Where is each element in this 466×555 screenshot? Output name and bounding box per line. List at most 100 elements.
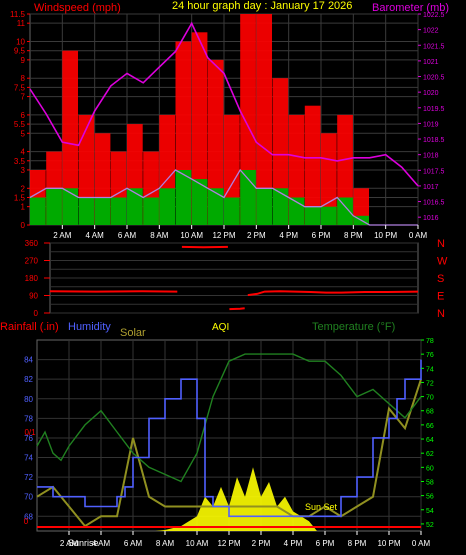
time-axis-bottom: 2 AM 4 AM 6 AM 8 AM 10 AM 12 PM 2 PM 4 PM 6 PM 8 …: [60, 531, 431, 548]
humidity-tick-label: 80: [24, 395, 33, 404]
temperature-label: Temperature (°F): [312, 321, 395, 333]
wind-gust-bar: [288, 114, 305, 225]
time-label: 0 AM: [412, 539, 431, 548]
wind-speed-bar: [337, 197, 353, 225]
barometer-tick-label: 1021.5: [423, 43, 445, 50]
wind-gust-bar: [256, 14, 272, 225]
time-label: 8 AM: [156, 539, 175, 548]
humidity-tick-label: 76: [24, 434, 33, 443]
barometer-tick-label: 1022: [423, 28, 439, 35]
humidity-tick-label: 68: [24, 512, 33, 521]
windspeed-tick-label: 5: [21, 129, 26, 138]
wind-speed-bar: [191, 179, 208, 225]
windspeed-tick-label: 0: [21, 221, 26, 230]
humidity-tick-label: 82: [24, 375, 33, 384]
wind-gust-bar: [207, 59, 224, 226]
barometer-tick-label: 1019: [423, 121, 439, 128]
barometer-line: [29, 21, 419, 187]
windspeed-tick-label: 11: [17, 19, 26, 28]
barometer-tick-label: 1018: [423, 153, 439, 160]
windspeed-tick-label: 3.5: [14, 157, 26, 166]
temperature-tick-label: 72: [426, 380, 434, 387]
direction-tick-label: 0: [34, 309, 39, 318]
wind-speed-bar: [272, 188, 289, 225]
windspeed-tick-label: 3: [21, 166, 26, 175]
wind-speed-bar: [143, 197, 159, 225]
temperature-tick-label: 64: [426, 437, 434, 444]
time-label: 4 AM: [86, 231, 105, 240]
barometer-tick-label: 1018.5: [423, 137, 445, 144]
barometer-tick-label: 1017: [423, 184, 439, 191]
wind-gust-bar: [337, 114, 353, 225]
barometer-tick-label: 1020.5: [423, 75, 445, 82]
time-label: 10 AM: [186, 539, 209, 548]
wind-gust-bar: [191, 32, 208, 225]
barometer-tick-label: 1022.5: [423, 12, 445, 19]
time-label: 10 PM: [377, 539, 400, 548]
wind-speed-bar: [46, 188, 62, 225]
wind-average-line: [29, 168, 418, 226]
time-label: 4 PM: [284, 539, 303, 548]
time-label: 2 PM: [247, 231, 266, 240]
windspeed-tick-label: 8: [21, 74, 26, 83]
windspeed-tick-label: 2: [21, 184, 26, 193]
rain-tick-label: 0/1: [24, 428, 36, 437]
wind-lines: [29, 21, 419, 226]
time-label: 0 AM: [409, 231, 428, 240]
time-label: 8 AM: [150, 231, 169, 240]
barometer-tick-label: 1016: [423, 215, 439, 222]
time-label: 8 PM: [348, 539, 367, 548]
barometer-tick-label: 1016.5: [423, 200, 445, 207]
rainfall-label: Rainfall (.in): [0, 321, 59, 333]
wind-gust-bar: [62, 50, 78, 226]
windspeed-axis-label: Windspeed (mph): [34, 2, 121, 14]
barometer-tick-label: 1017.5: [423, 168, 445, 175]
rainfall-scale: 0 0/1: [24, 428, 36, 526]
temperature-tick-label: 76: [426, 352, 434, 359]
humidity-tick-label: 70: [24, 493, 33, 502]
temperature-tick-label: 70: [426, 395, 434, 402]
windspeed-tick-label: 11.5: [10, 10, 26, 19]
temperature-tick-label: 54: [426, 508, 434, 515]
windspeed-tick-label: 7.5: [14, 83, 26, 92]
time-axis-top: 2 AM 4 AM 6 AM 8 AM 10 AM 12 PM 2 PM 4 PM 6 PM 8 …: [53, 225, 427, 240]
wind-speed-bar: [94, 197, 111, 225]
humidity-ticks: 68 70 72 74 76 78 80 82 84: [24, 356, 33, 522]
time-label: 4 PM: [279, 231, 298, 240]
wind-speed-bar: [127, 188, 143, 225]
windspeed-tick-label: 1: [21, 203, 26, 212]
barometer-tick-label: 1020: [423, 90, 439, 97]
windspeed-tick-label: 9: [21, 56, 26, 65]
temperature-tick-label: 52: [426, 522, 434, 529]
temperature-tick-label: 66: [426, 423, 434, 430]
compass-label: S: [437, 273, 444, 285]
wind-speed-bar: [304, 206, 321, 225]
temperature-tick-label: 68: [426, 409, 434, 416]
temperature-tick-label: 60: [426, 465, 434, 472]
wind-speed-bar: [78, 197, 95, 225]
wind-gust-bar: [321, 133, 337, 225]
time-label: 10 PM: [374, 231, 397, 240]
time-label: 6 AM: [118, 231, 137, 240]
windspeed-tick-label: 1.5: [14, 193, 26, 202]
sunrise-label: Sunrise: [68, 538, 99, 548]
wind-speed-bar: [224, 197, 240, 225]
temperature-tick-label: 78: [426, 338, 434, 345]
direction-panel-grid: [50, 242, 418, 314]
humidity-panel-lines: [36, 353, 422, 528]
compass-label: E: [437, 291, 444, 303]
aqi-label: AQI: [212, 322, 229, 333]
time-label: 2 AM: [53, 231, 72, 240]
windspeed-tick-label: 4: [21, 148, 26, 157]
barometer-ticks: 1016 1016.5 1017 1017.5 1018 1018.5 1019 1019.5…: [418, 12, 445, 222]
time-label: 6 PM: [312, 231, 331, 240]
temperature-line: [36, 353, 422, 483]
direction-segment: [229, 307, 245, 311]
solar-area-fill: [37, 467, 421, 531]
wind-speed-bar: [321, 206, 337, 225]
wind-speed-bar: [159, 188, 175, 225]
wind-gust-bar: [304, 105, 321, 225]
temperature-tick-label: 56: [426, 494, 434, 501]
